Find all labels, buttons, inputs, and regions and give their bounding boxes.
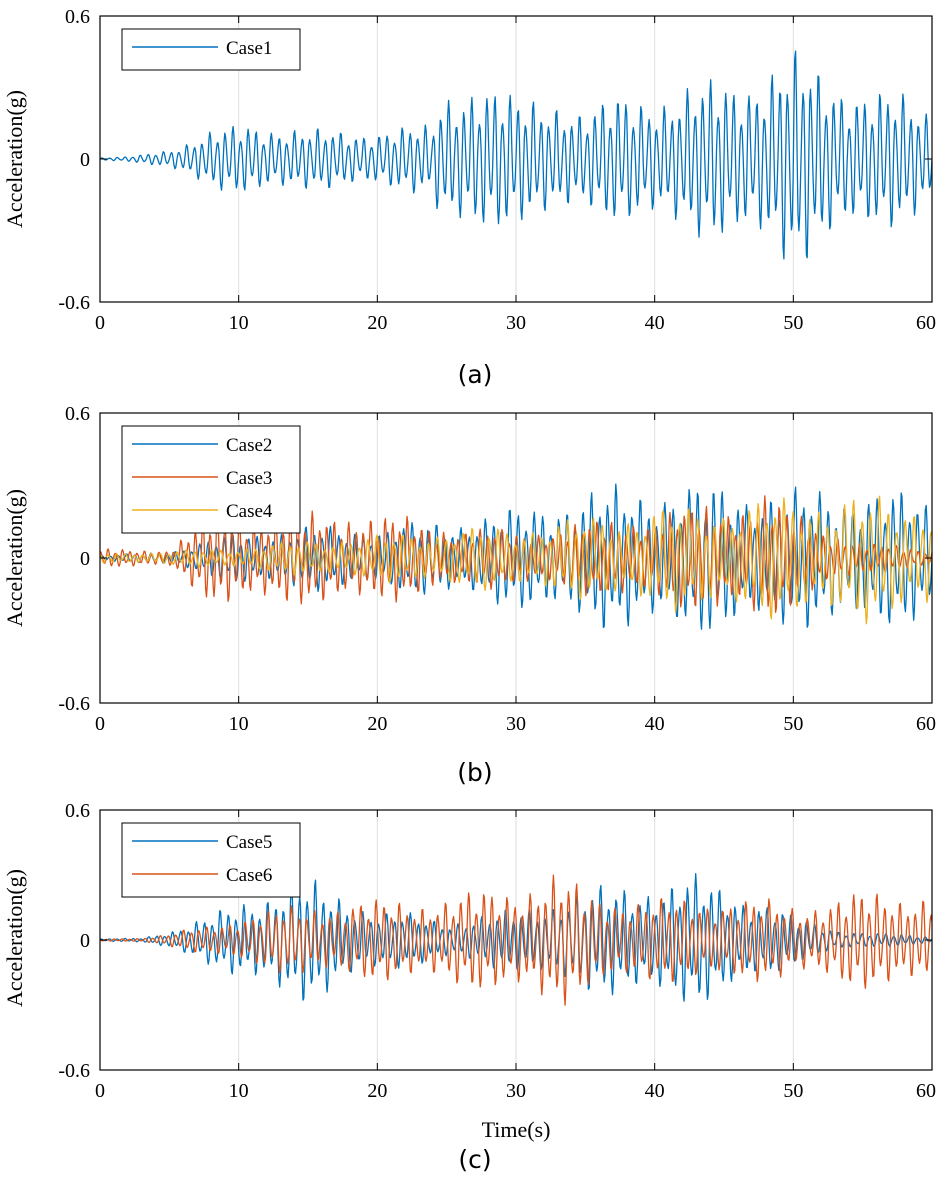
x-tick-label: 10 — [229, 1080, 249, 1102]
legend-label: Case1 — [226, 38, 272, 59]
y-axis-label: Acceleration(g) — [2, 869, 27, 1007]
x-tick-label: 30 — [506, 713, 526, 735]
x-tick-label: 40 — [645, 312, 665, 334]
y-tick-label: 0.6 — [65, 403, 90, 425]
x-tick-label: 0 — [95, 312, 105, 334]
x-tick-label: 0 — [95, 713, 105, 735]
x-tick-label: 50 — [783, 312, 803, 334]
y-tick-label: -0.6 — [58, 292, 90, 314]
x-tick-label: 10 — [229, 312, 249, 334]
x-tick-label: 50 — [783, 1080, 803, 1102]
y-tick-label: 0 — [80, 548, 90, 570]
x-tick-label: 20 — [367, 1080, 387, 1102]
legend-label: Case2 — [226, 435, 272, 456]
x-tick-label: 60 — [916, 312, 936, 334]
legend-label: Case3 — [226, 468, 272, 489]
legend: Case5 Case6 — [121, 822, 301, 898]
legend: Case2 Case3 Case4 — [121, 425, 301, 534]
x-tick-label: 60 — [916, 713, 936, 735]
y-tick-label: 0.6 — [65, 6, 90, 28]
panel-caption: (c) — [458, 1145, 491, 1174]
y-axis-label: Acceleration(g) — [2, 489, 27, 627]
x-tick-label: 0 — [95, 1080, 105, 1102]
series-line-case6 — [100, 874, 932, 1006]
legend-box — [121, 822, 301, 898]
series-line-case2 — [100, 483, 932, 630]
series-line-case1 — [100, 50, 932, 260]
y-axis-label: Acceleration(g) — [2, 90, 27, 228]
x-tick-label: 30 — [506, 1080, 526, 1102]
chart-panel-2: 0 10 20 30 40 50 60-0.600.6Acceleration(g)Case… — [2, 403, 936, 787]
x-tick-label: 60 — [916, 1080, 936, 1102]
chart-panel-3: 0 10 20 30 40 50 60-0.600.6Acceleration(g)Time… — [2, 800, 936, 1174]
panel-caption: (a) — [458, 360, 493, 389]
series-line-case5 — [100, 873, 932, 1002]
panel-caption: (b) — [457, 758, 492, 787]
legend-label: Case5 — [226, 832, 272, 853]
x-axis-label: Time(s) — [482, 1117, 551, 1142]
y-tick-label: -0.6 — [58, 1060, 90, 1082]
y-tick-label: -0.6 — [58, 693, 90, 715]
legend-label: Case4 — [226, 501, 273, 522]
legend-label: Case6 — [226, 865, 272, 886]
series-line-case4 — [100, 495, 932, 625]
legend-box — [121, 425, 301, 534]
chart-panel-1: 0 10 20 30 40 50 60-0.600.6Acceleration(g)Case… — [2, 6, 936, 389]
x-tick-label: 20 — [367, 312, 387, 334]
y-tick-label: 0 — [80, 930, 90, 952]
x-tick-label: 50 — [783, 713, 803, 735]
legend-box — [121, 28, 301, 71]
x-tick-label: 20 — [367, 713, 387, 735]
x-tick-label: 10 — [229, 713, 249, 735]
x-tick-label: 40 — [645, 1080, 665, 1102]
y-tick-label: 0 — [80, 149, 90, 171]
y-tick-label: 0.6 — [65, 800, 90, 822]
x-tick-label: 40 — [645, 713, 665, 735]
legend: Case1 — [121, 28, 301, 71]
x-tick-label: 30 — [506, 312, 526, 334]
